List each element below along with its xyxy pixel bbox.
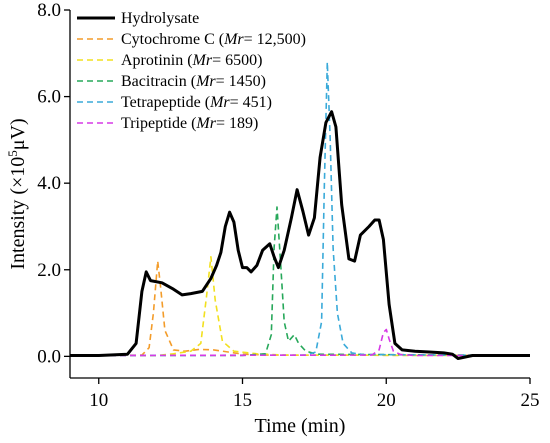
x-tick-label: 25 xyxy=(521,390,540,411)
series-line-1 xyxy=(69,260,531,357)
y-tick-label: 8.0 xyxy=(37,0,61,21)
y-axis-title-exponent: 5 xyxy=(5,150,20,157)
y-tick-label: 6.0 xyxy=(37,87,61,108)
x-tick-label: 10 xyxy=(89,390,108,411)
series-line-3 xyxy=(70,206,531,357)
x-tick-label: 15 xyxy=(233,390,252,411)
axes-layer xyxy=(69,10,530,379)
legend-entry-2: Aprotinin (Mr= 6500) xyxy=(121,52,262,69)
series-line-4 xyxy=(69,61,531,357)
y-tick-label: 2.0 xyxy=(37,260,61,281)
y-tick-label: 4.0 xyxy=(37,173,61,194)
series-line-0 xyxy=(70,110,530,360)
ticks-layer: 10 15 20 25 0.0 2.0 4.0 6.0 8.0 xyxy=(37,0,539,411)
y-axis-title-main: Intensity (×10 xyxy=(7,157,29,270)
legend-entry-0: Hydrolysate xyxy=(121,10,199,27)
series-line-5 xyxy=(69,328,530,357)
series-layer xyxy=(69,61,531,360)
legend-entry-1: Cytochrome C (Mr= 12,500) xyxy=(121,31,306,48)
x-tick-label: 20 xyxy=(377,390,396,411)
y-tick-label: 0.0 xyxy=(37,346,61,367)
legend-entry-5: Tripeptide (Mr= 189) xyxy=(121,115,258,132)
series-line-2 xyxy=(70,256,531,357)
x-axis-title: Time (min) xyxy=(255,415,346,437)
legend-entry-3: Bacitracin (Mr= 1450) xyxy=(121,73,266,90)
legend-entry-4: Tetrapeptide (Mr= 451) xyxy=(121,94,272,111)
y-axis-title: Intensity (×105μV) xyxy=(5,118,30,269)
y-axis-title-unit: μV) xyxy=(7,118,29,150)
legend: Hydrolysate Cytochrome C (Mr= 12,500) Apro… xyxy=(77,10,306,132)
